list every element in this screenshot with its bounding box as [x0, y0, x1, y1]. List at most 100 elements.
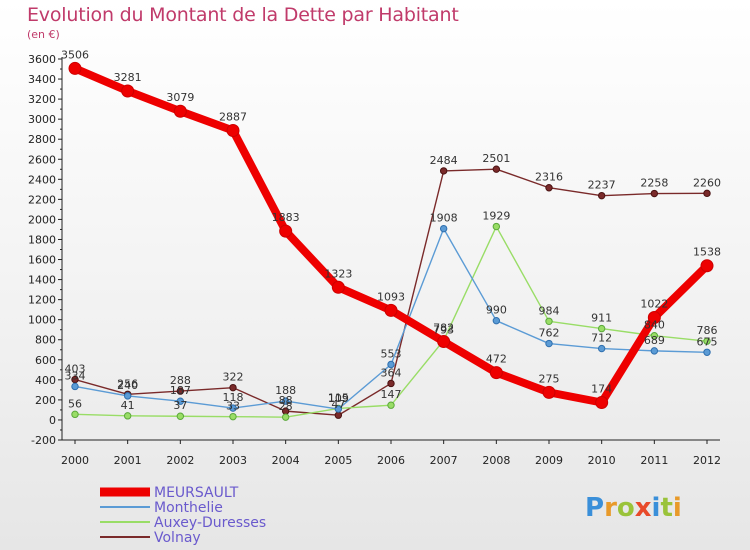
data-point [176, 387, 185, 395]
data-label: 322 [223, 371, 244, 384]
data-point [71, 382, 79, 391]
data-point [650, 347, 659, 355]
data-label: 1093 [377, 290, 405, 303]
y-tick-label: 1200 [28, 294, 56, 307]
x-tick-label: 2001 [114, 454, 142, 467]
data-label: 3506 [61, 48, 89, 61]
data-label: 911 [591, 312, 612, 325]
data-label: 188 [275, 384, 296, 397]
data-label: 115 [328, 391, 349, 404]
data-label: 1323 [324, 267, 352, 280]
data-point [545, 317, 553, 325]
data-label: 990 [486, 304, 507, 317]
data-point [489, 366, 503, 380]
data-label: 786 [697, 324, 718, 337]
data-point [68, 61, 82, 75]
data-label: 1883 [272, 211, 300, 224]
data-label: 147 [381, 388, 402, 401]
data-label: 364 [381, 366, 402, 379]
data-label: 56 [68, 397, 82, 410]
y-tick-label: 200 [35, 394, 56, 407]
data-label: 240 [117, 379, 138, 392]
y-tick-label: 2800 [28, 133, 56, 146]
y-tick-label: 600 [35, 354, 56, 367]
data-label: 2484 [430, 154, 458, 167]
data-point [331, 280, 345, 294]
data-label: 553 [381, 348, 402, 361]
y-tick-label: 0 [49, 414, 56, 427]
data-label: 174 [591, 383, 612, 396]
legend-label: Auxey-Duresses [154, 515, 266, 531]
data-point [545, 339, 553, 348]
x-tick-label: 2010 [588, 454, 616, 467]
data-point [387, 379, 395, 388]
data-point [71, 375, 79, 384]
y-tick-label: 1000 [28, 314, 56, 327]
x-tick-label: 2004 [272, 454, 300, 467]
y-tick-label: 1600 [28, 254, 56, 267]
data-point [123, 392, 132, 400]
x-tick-label: 2002 [166, 454, 194, 467]
data-point [279, 224, 293, 238]
data-point [703, 348, 711, 356]
data-label: 403 [65, 363, 86, 376]
y-tick-label: -200 [31, 434, 56, 447]
data-point [334, 405, 343, 413]
data-point [545, 184, 553, 192]
data-label: 1022 [640, 297, 668, 310]
data-label: 793 [433, 323, 454, 336]
data-point [387, 360, 395, 369]
data-point [281, 413, 290, 421]
data-point [384, 303, 398, 317]
data-label: 109 [328, 392, 349, 405]
data-label: 28 [279, 400, 293, 413]
data-label: 187 [170, 384, 191, 397]
y-tick-label: 400 [35, 374, 56, 387]
y-tick-label: 2000 [28, 213, 56, 226]
data-point [492, 316, 501, 325]
data-label: 1929 [482, 210, 510, 223]
y-tick-label: 1400 [28, 274, 56, 287]
data-label: 41 [121, 399, 135, 412]
data-label: 47 [331, 398, 345, 411]
data-label: 984 [539, 304, 560, 317]
data-point [597, 324, 606, 333]
data-point [387, 401, 395, 409]
x-tick-label: 2011 [640, 454, 668, 467]
data-label: 2258 [640, 177, 668, 190]
data-point [229, 404, 237, 412]
data-point [703, 337, 711, 345]
legend-label: MEURSAULT [154, 485, 239, 501]
legend-label: Volnay [154, 530, 201, 546]
data-label: 2237 [588, 179, 616, 192]
data-point [334, 411, 343, 419]
data-point [647, 310, 661, 324]
data-label: 2501 [482, 152, 510, 165]
data-label: 840 [644, 319, 665, 332]
x-tick-label: 2006 [377, 454, 405, 467]
y-tick-label: 800 [35, 334, 56, 347]
y-tick-label: 3000 [28, 113, 56, 126]
data-point [121, 84, 135, 98]
data-point [703, 189, 711, 198]
data-point [229, 412, 237, 421]
data-label: 712 [591, 332, 612, 345]
data-label: 37 [173, 399, 187, 412]
chart-title: Evolution du Montant de la Dette par Hab… [27, 4, 459, 26]
data-point [650, 332, 659, 340]
y-tick-label: 2400 [28, 173, 56, 186]
data-label: 88 [279, 394, 293, 407]
data-label: 762 [539, 327, 560, 340]
data-point [597, 344, 606, 353]
y-tick-label: 3200 [28, 93, 56, 106]
x-tick-label: 2008 [482, 454, 510, 467]
data-label: 1908 [430, 212, 458, 225]
chart-subtitle: (en €) [27, 28, 60, 41]
data-point [595, 396, 609, 410]
data-point [229, 383, 237, 392]
data-point [492, 222, 501, 231]
data-label: 275 [539, 372, 560, 385]
y-tick-label: 3600 [28, 53, 56, 66]
data-label: 3079 [166, 91, 194, 104]
